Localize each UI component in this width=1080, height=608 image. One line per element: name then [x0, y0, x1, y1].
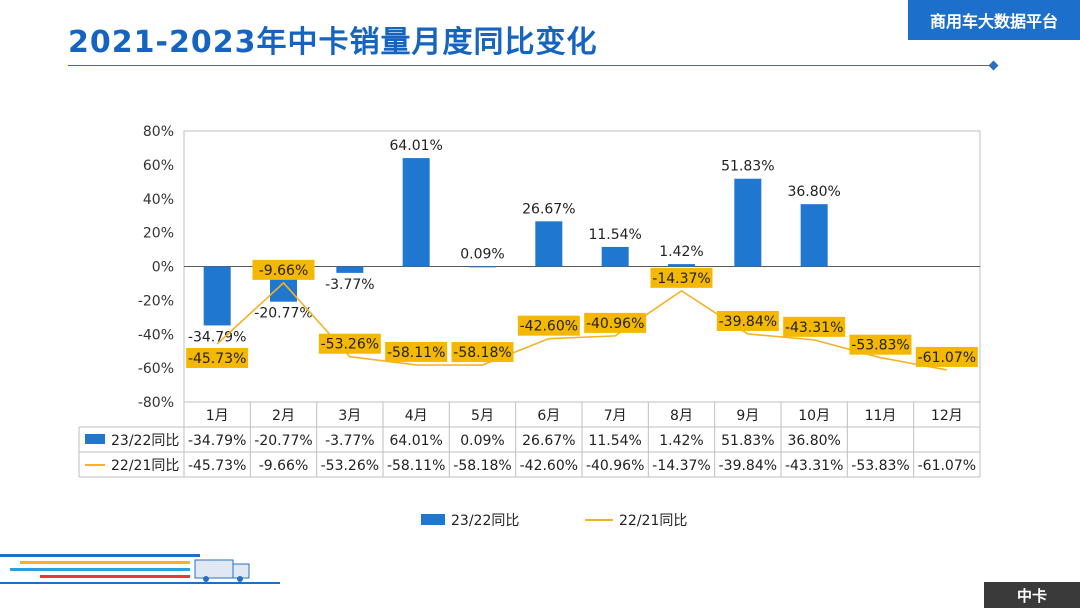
- line-value-label: -14.37%: [652, 271, 710, 287]
- bar-value-label: 11.54%: [588, 227, 641, 243]
- table-cell: -58.11%: [387, 458, 445, 474]
- bar-value-label: 1.42%: [659, 244, 703, 260]
- chart: 80% 60% 40% 20% 0% -20% -40% -60% -80% -34.79% -20…: [78, 124, 981, 529]
- line-label-box: [849, 334, 912, 355]
- bar: [800, 204, 828, 267]
- y-tick-label: -40%: [138, 327, 174, 343]
- bar-value-label: 26.67%: [522, 201, 575, 217]
- title-divider: [68, 65, 996, 66]
- line-value-label: -42.60%: [520, 319, 578, 335]
- x-category-label: 11月: [865, 408, 897, 424]
- table-cell: -40.96%: [586, 458, 644, 474]
- table-cell: -3.77%: [325, 433, 375, 449]
- line-label-box: [186, 347, 249, 368]
- page-title: 2021-2023年中卡销量月度同比变化: [68, 25, 598, 60]
- x-category-label: 6月: [537, 408, 560, 424]
- line-value-label: -58.18%: [453, 345, 511, 361]
- line-label-box: [451, 342, 514, 363]
- bar: [734, 178, 762, 267]
- x-category-label: 3月: [338, 408, 361, 424]
- table-cell: -43.31%: [785, 458, 843, 474]
- line-value-label: -58.11%: [387, 345, 445, 361]
- table-cell: -20.77%: [254, 433, 312, 449]
- y-tick-label: 0%: [152, 260, 174, 276]
- line-label-box: [385, 341, 448, 362]
- table-cell: -45.73%: [188, 458, 246, 474]
- x-category-label: 12月: [931, 408, 963, 424]
- line-label-box: [252, 259, 315, 280]
- legend-label: 23/22同比: [451, 513, 519, 529]
- table-cell: -9.66%: [259, 458, 309, 474]
- bar: [601, 246, 629, 267]
- table-cell: -42.60%: [520, 458, 578, 474]
- line-label-box: [584, 312, 647, 333]
- truck-decoration-icon: [0, 554, 280, 584]
- line-value-label: -40.96%: [586, 316, 644, 332]
- table-cell: 0.09%: [460, 433, 504, 449]
- bar-value-label: -20.77%: [254, 306, 312, 322]
- bar: [336, 266, 364, 273]
- line-value-label: -53.26%: [321, 337, 379, 353]
- legend-bar-swatch: [421, 514, 445, 525]
- line-value-label: -43.31%: [785, 320, 843, 336]
- table-cell: -53.26%: [321, 458, 379, 474]
- table-cell: -58.18%: [453, 458, 511, 474]
- table-cell: 1.42%: [659, 433, 703, 449]
- legend-label: 22/21同比: [619, 513, 687, 529]
- x-category-label: 8月: [670, 408, 693, 424]
- table-row-header: 22/21同比: [111, 458, 179, 474]
- bar: [668, 264, 695, 267]
- platform-badge: 商用车大数据平台: [908, 0, 1080, 40]
- y-tick-label: -60%: [138, 361, 174, 377]
- line-label-box: [517, 315, 580, 336]
- line-value-label: -45.73%: [188, 351, 246, 367]
- bar-value-label: 0.09%: [460, 246, 504, 262]
- x-category-label: 1月: [206, 408, 229, 424]
- line-label-box: [650, 267, 713, 288]
- y-tick-label: -80%: [138, 395, 174, 411]
- x-category-label: 7月: [604, 408, 627, 424]
- y-tick-label: 20%: [143, 226, 174, 242]
- bar-value-label: 36.80%: [787, 184, 840, 200]
- bar-value-label: 64.01%: [389, 138, 442, 154]
- table-cell: -14.37%: [652, 458, 710, 474]
- table-cell: -34.79%: [188, 433, 246, 449]
- bar: [535, 221, 563, 267]
- y-tick-label: 40%: [143, 192, 174, 208]
- line-label-box: [783, 316, 846, 337]
- line-value-label: -53.83%: [851, 338, 909, 354]
- bar-value-label: 51.83%: [721, 159, 774, 175]
- line-value-label: -61.07%: [918, 350, 976, 366]
- table-cell: 36.80%: [787, 433, 840, 449]
- y-tick-label: -20%: [138, 293, 174, 309]
- table-cell: 51.83%: [721, 433, 774, 449]
- table-cell: 11.54%: [588, 433, 641, 449]
- table-row-header: 23/22同比: [111, 433, 179, 449]
- bar-value-label: -34.79%: [188, 329, 246, 345]
- line-label-box: [915, 346, 978, 367]
- table-cell: -39.84%: [719, 458, 777, 474]
- x-category-label: 9月: [736, 408, 759, 424]
- table-cell: 26.67%: [522, 433, 575, 449]
- x-category-label: 5月: [471, 408, 494, 424]
- table-cell: -61.07%: [918, 458, 976, 474]
- line-value-label: -39.84%: [719, 314, 777, 330]
- x-category-label: 4月: [405, 408, 428, 424]
- line-value-label: -9.66%: [259, 263, 309, 279]
- y-tick-label: 60%: [143, 158, 174, 174]
- x-category-label: 10月: [798, 408, 830, 424]
- table-bar-swatch: [85, 434, 105, 444]
- bar: [203, 266, 231, 326]
- segment-badge: 中卡: [984, 582, 1080, 608]
- bar: [402, 158, 430, 267]
- line-label-box: [716, 310, 779, 331]
- line-label-box: [318, 333, 381, 354]
- x-category-label: 2月: [272, 408, 295, 424]
- bar: [469, 266, 496, 268]
- y-tick-label: 80%: [143, 124, 174, 140]
- table-cell: 64.01%: [389, 433, 442, 449]
- table-cell: -53.83%: [851, 458, 909, 474]
- bar-value-label: -3.77%: [325, 277, 375, 293]
